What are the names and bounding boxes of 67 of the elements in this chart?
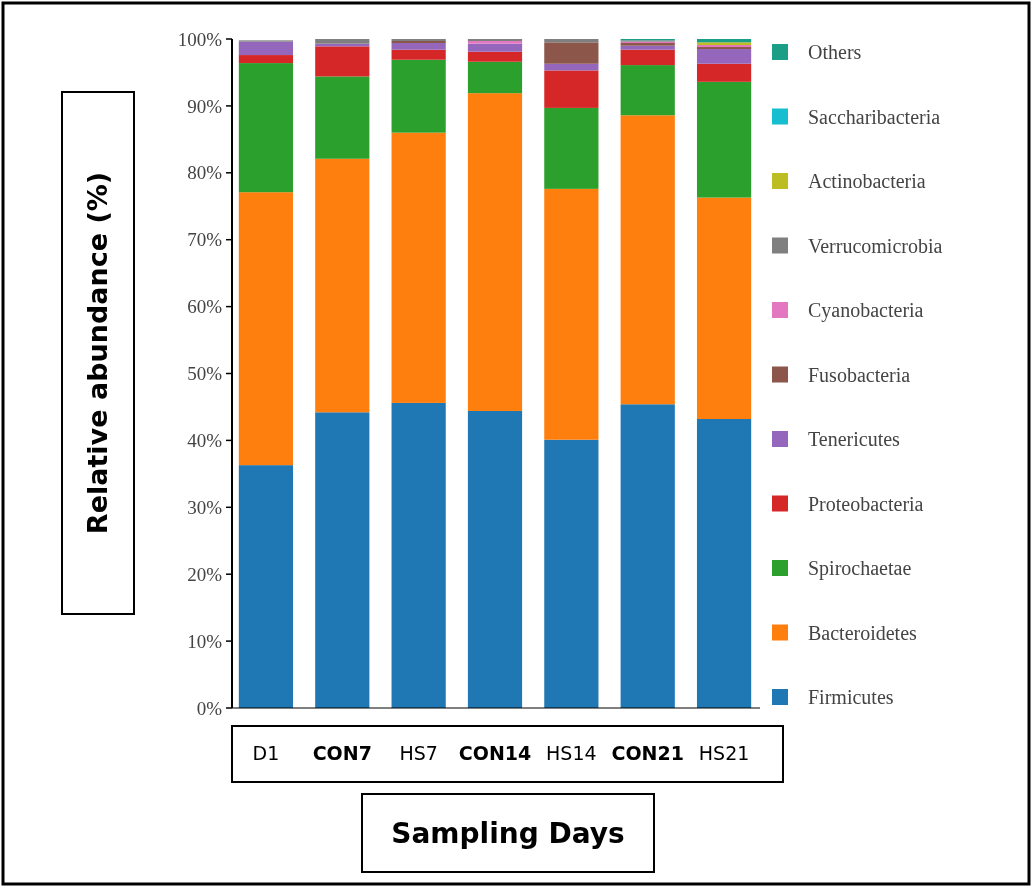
legend-label: Spirochaetae xyxy=(808,557,912,580)
bar xyxy=(544,70,599,108)
bar xyxy=(696,81,752,198)
y-tick-label: 80% xyxy=(187,162,223,184)
x-tick-label: CON7 xyxy=(312,742,372,764)
bar xyxy=(238,41,294,56)
bar xyxy=(544,42,599,64)
x-tick-label: D1 xyxy=(252,742,280,764)
bar xyxy=(696,63,752,82)
legend-label: Fusobacteria xyxy=(808,363,911,386)
bar xyxy=(315,46,370,77)
bar xyxy=(544,188,599,440)
bar xyxy=(467,43,523,52)
legend-label: Cyanobacteria xyxy=(808,299,924,322)
x-axis-title: Sampling Days xyxy=(391,816,625,850)
bar xyxy=(544,39,599,43)
legend-label: Firmicutes xyxy=(808,686,894,708)
bar xyxy=(544,107,599,189)
bar xyxy=(315,158,370,413)
bar xyxy=(391,43,446,50)
bar xyxy=(238,192,294,466)
legend-label: Bacteroidetes xyxy=(808,621,918,644)
y-tick-label: 0% xyxy=(196,697,223,719)
bar xyxy=(696,418,752,708)
bar xyxy=(467,61,523,94)
bar xyxy=(315,76,370,159)
bar xyxy=(696,49,752,64)
bar xyxy=(620,404,675,708)
y-tick-label: 10% xyxy=(187,630,223,652)
bar xyxy=(391,59,446,133)
bar xyxy=(467,51,523,62)
bar xyxy=(238,55,294,64)
bar xyxy=(620,49,675,66)
bar xyxy=(467,410,523,708)
bar xyxy=(620,45,675,50)
x-tick-label: HS7 xyxy=(399,742,438,764)
y-tick-label: 20% xyxy=(187,563,223,585)
y-tick-label: 100% xyxy=(177,28,223,50)
bar xyxy=(696,197,752,419)
x-tick-label: CON14 xyxy=(458,742,532,764)
bar xyxy=(620,65,675,116)
bar xyxy=(238,465,294,708)
x-tick-label: HS21 xyxy=(698,742,750,764)
legend-label: Proteobacteria xyxy=(808,492,924,515)
legend-label: Saccharibacteria xyxy=(808,105,941,128)
bar xyxy=(391,49,446,60)
bar xyxy=(315,412,370,708)
y-tick-label: 90% xyxy=(187,95,223,117)
bar xyxy=(315,39,370,44)
x-tick-label: HS14 xyxy=(546,742,597,764)
x-tick-label: CON21 xyxy=(611,742,684,764)
legend-label: Verrucomicrobia xyxy=(808,234,943,257)
bar xyxy=(391,402,446,708)
bar xyxy=(620,115,675,405)
bar xyxy=(391,132,446,403)
legend-label: Actinobacteria xyxy=(808,170,926,192)
bar xyxy=(467,93,523,411)
legend-label: Tenericutes xyxy=(808,428,901,450)
y-tick-label: 70% xyxy=(187,229,223,251)
y-tick-label: 60% xyxy=(187,296,223,318)
legend-label: Others xyxy=(808,41,862,63)
y-tick-label: 30% xyxy=(187,496,223,518)
y-tick-label: 50% xyxy=(187,363,223,385)
y-axis-title: Relative abundance (%) xyxy=(82,171,114,535)
bar xyxy=(544,439,599,708)
y-tick-label: 40% xyxy=(187,430,223,452)
bar xyxy=(238,63,294,193)
